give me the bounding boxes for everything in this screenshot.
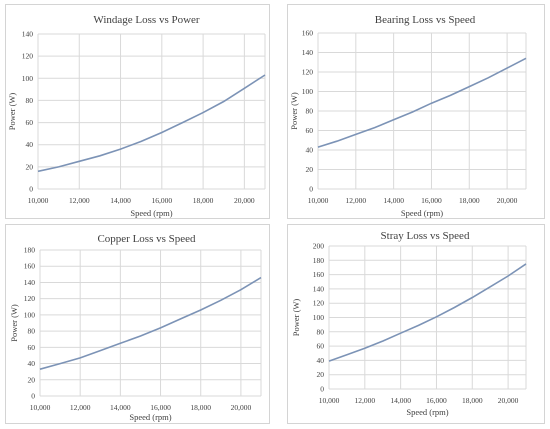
- x-tick-label: 16,000: [152, 196, 173, 205]
- y-tick-label: 100: [22, 74, 34, 83]
- y-tick-label: 20: [28, 375, 36, 384]
- y-tick-label: 140: [22, 30, 34, 39]
- chart-windage: 0 20 40 60 80 100 120 140 10,000 12,000 14,000 16,0…: [7, 14, 266, 218]
- x-tick-label: 20,000: [231, 403, 252, 412]
- y-tick-label: 60: [26, 118, 34, 127]
- chart-stray: 0 20 40 60 80 100 120 140 160 180 200 10,000 12,000 1…: [291, 230, 527, 417]
- y-tick-label: 200: [313, 242, 325, 251]
- y-tick-label: 20: [317, 370, 325, 379]
- y-tick-label: 100: [313, 313, 325, 322]
- y-tick-label: 160: [313, 270, 325, 279]
- y-tick-label: 120: [24, 294, 36, 303]
- y-tick-label: 160: [302, 29, 314, 38]
- x-tick-label: 18,000: [193, 196, 214, 205]
- y-tick-label: 40: [26, 140, 34, 149]
- x-tick-label: 14,000: [110, 196, 131, 205]
- y-axis-label: Power (W): [291, 299, 301, 337]
- chart-panel-bearing: 0 20 40 60 80 100 120 140 160 10,000 12,000 14,000 1…: [287, 4, 545, 219]
- y-tick-label: 120: [22, 52, 34, 61]
- y-tick-label: 40: [28, 359, 36, 368]
- x-tick-label: 12,000: [346, 196, 367, 205]
- x-tick-label: 10,000: [28, 196, 49, 205]
- x-tick-label: 18,000: [462, 396, 483, 405]
- chart-title: Copper Loss vs Speed: [97, 233, 196, 245]
- x-tick-label: 12,000: [70, 403, 91, 412]
- y-tick-label: 100: [302, 87, 314, 96]
- x-tick-label: 16,000: [150, 403, 171, 412]
- x-tick-label: 16,000: [421, 196, 442, 205]
- y-tick-label: 80: [28, 327, 36, 336]
- y-axis-label: Power (W): [9, 304, 19, 342]
- y-tick-label: 60: [28, 343, 36, 352]
- y-tick-label: 40: [317, 356, 325, 365]
- chart-panel-windage: 0 20 40 60 80 100 120 140 10,000 12,000 14,000 16,0…: [5, 4, 270, 219]
- y-tick-label: 140: [302, 48, 314, 57]
- y-tick-label: 140: [24, 278, 36, 287]
- x-tick-label: 20,000: [497, 196, 518, 205]
- x-tick-label: 14,000: [390, 396, 411, 405]
- x-tick-label: 10,000: [308, 196, 329, 205]
- chart-title: Stray Loss vs Speed: [381, 230, 470, 242]
- chart-copper: 0 20 40 60 80 100 120 140 160 180 10,000 12,000 14,0…: [9, 233, 262, 422]
- x-tick-label: 12,000: [355, 396, 376, 405]
- y-tick-label: 20: [26, 162, 34, 171]
- series-line: [39, 276, 262, 370]
- chart-bearing: 0 20 40 60 80 100 120 140 160 10,000 12,000 14,000 1…: [289, 14, 527, 218]
- y-tick-label: 20: [306, 165, 314, 174]
- y-tick-label: 60: [306, 126, 314, 135]
- x-axis-label: Speed (rpm): [130, 208, 172, 218]
- x-tick-label: 20,000: [498, 396, 519, 405]
- chart-panel-stray: 0 20 40 60 80 100 120 140 160 180 200 10,000 12,000 1…: [287, 224, 545, 424]
- x-tick-label: 10,000: [30, 403, 51, 412]
- y-tick-label: 60: [317, 342, 325, 351]
- chart-panel-copper: 0 20 40 60 80 100 120 140 160 180 10,000 12,000 14,0…: [5, 224, 270, 424]
- y-tick-label: 180: [24, 246, 36, 255]
- chart-title: Bearing Loss vs Speed: [375, 14, 476, 26]
- x-tick-label: 12,000: [69, 196, 90, 205]
- y-tick-label: 180: [313, 256, 325, 265]
- y-axis-label: Power (W): [289, 92, 299, 130]
- x-tick-label: 18,000: [190, 403, 211, 412]
- y-tick-label: 0: [29, 185, 33, 194]
- chart-title: Windage Loss vs Power: [93, 14, 200, 26]
- y-tick-label: 100: [24, 310, 36, 319]
- x-axis-label: Speed (rpm): [129, 412, 171, 422]
- series-line: [37, 74, 266, 173]
- x-axis-label: Speed (rpm): [401, 208, 443, 218]
- x-tick-label: 20,000: [234, 196, 255, 205]
- x-axis-label: Speed (rpm): [406, 407, 448, 417]
- y-tick-label: 40: [306, 146, 314, 155]
- x-tick-label: 10,000: [319, 396, 340, 405]
- series-line: [317, 57, 527, 148]
- y-tick-label: 120: [313, 299, 325, 308]
- y-tick-label: 160: [24, 262, 36, 271]
- x-tick-label: 14,000: [110, 403, 131, 412]
- y-tick-label: 140: [313, 284, 325, 293]
- y-tick-label: 0: [31, 392, 35, 401]
- series-line: [328, 263, 527, 362]
- x-tick-label: 14,000: [383, 196, 404, 205]
- x-tick-label: 16,000: [426, 396, 447, 405]
- x-tick-label: 18,000: [459, 196, 480, 205]
- y-tick-label: 120: [302, 68, 314, 77]
- y-tick-label: 0: [309, 185, 313, 194]
- y-tick-label: 80: [26, 96, 34, 105]
- y-axis-label: Power (W): [7, 93, 17, 131]
- y-tick-label: 80: [317, 327, 325, 336]
- y-tick-label: 0: [320, 385, 324, 394]
- y-tick-label: 80: [306, 107, 314, 116]
